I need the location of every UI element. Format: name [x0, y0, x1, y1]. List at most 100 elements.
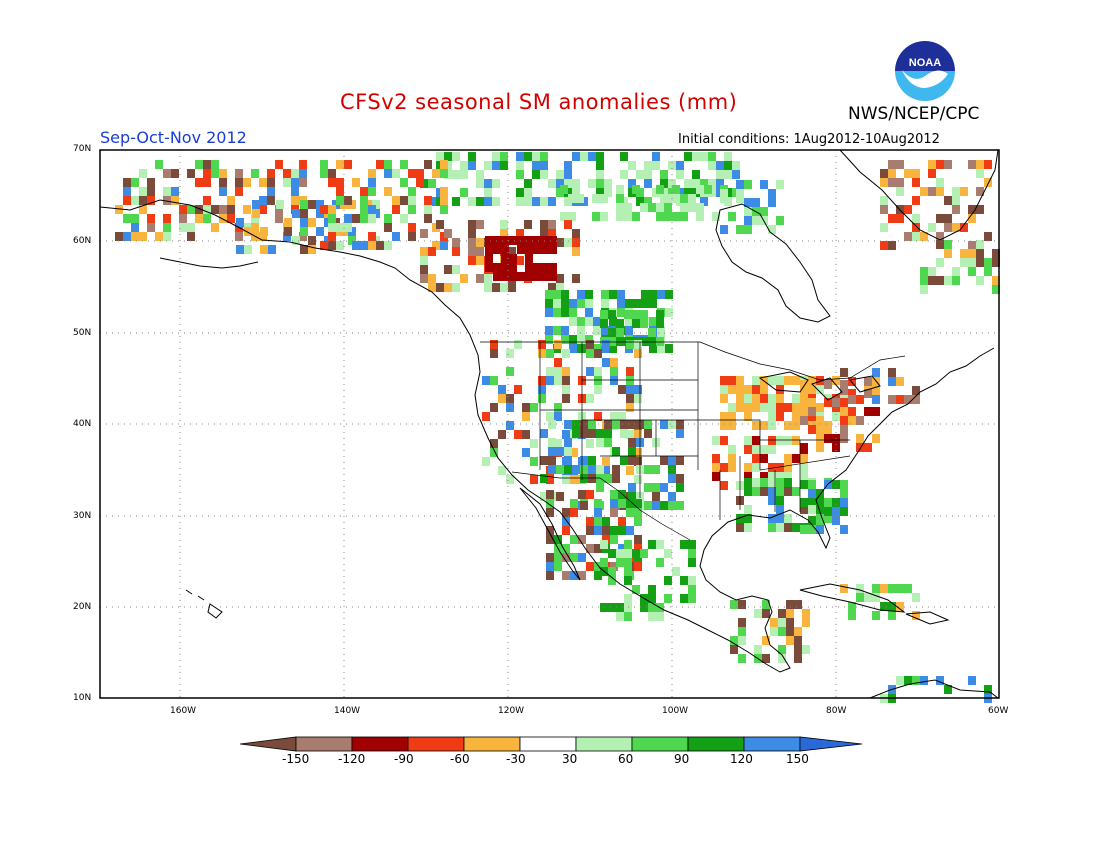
- anomaly-cell: [600, 540, 608, 549]
- anomaly-cell: [533, 236, 541, 245]
- anomaly-cell: [572, 420, 580, 429]
- anomaly-cell: [744, 225, 752, 234]
- anomaly-cell: [768, 478, 776, 487]
- anomaly-cell: [680, 540, 688, 549]
- anomaly-cell: [752, 487, 760, 496]
- anomaly-cell: [548, 283, 556, 292]
- anomaly-cell: [328, 214, 336, 223]
- anomaly-cell: [139, 196, 147, 205]
- anomaly-cell: [632, 185, 640, 194]
- anomaly-cell: [624, 558, 632, 567]
- anomaly-cell: [936, 232, 944, 241]
- anomaly-cell: [768, 514, 776, 523]
- anomaly-cell: [744, 394, 752, 403]
- anomaly-cell: [275, 214, 283, 223]
- anomaly-cell: [601, 326, 609, 335]
- anomaly-cell: [684, 152, 692, 161]
- anomaly-cell: [291, 169, 299, 178]
- anomaly-cell: [608, 549, 616, 558]
- anomaly-cell: [444, 152, 452, 161]
- anomaly-cell: [420, 256, 428, 265]
- anomaly-cell: [672, 212, 680, 221]
- anomaly-cell: [300, 209, 308, 218]
- anomaly-cell: [562, 430, 570, 439]
- anomaly-cell: [644, 465, 652, 474]
- anomaly-cell: [139, 205, 147, 214]
- anomaly-cell: [800, 505, 808, 514]
- anomaly-cell: [720, 376, 728, 385]
- anomaly-cell: [640, 603, 648, 612]
- anomaly-cell: [588, 179, 596, 188]
- anomaly-cell: [400, 196, 408, 205]
- anomaly-cell: [816, 498, 824, 507]
- anomaly-cell: [320, 205, 328, 214]
- anomaly-cell: [570, 475, 578, 484]
- anomaly-cell: [632, 585, 640, 594]
- anomaly-cell: [460, 170, 468, 179]
- anomaly-cell: [808, 525, 816, 534]
- anomaly-cell: [984, 178, 992, 187]
- anomaly-cell: [424, 160, 432, 169]
- anomaly-cell: [476, 256, 484, 265]
- anomaly-cell: [554, 403, 562, 412]
- anomaly-cell: [928, 169, 936, 178]
- anomaly-cell: [344, 214, 352, 223]
- anomaly-cell: [187, 205, 195, 214]
- anomaly-cell: [564, 465, 572, 474]
- anomaly-cell: [562, 544, 570, 553]
- anomaly-cell: [585, 299, 593, 308]
- anomaly-cell: [888, 169, 896, 178]
- anomaly-cell: [920, 267, 928, 276]
- anomaly-cell: [652, 465, 660, 474]
- anomaly-cell: [644, 161, 652, 170]
- anomaly-cell: [554, 412, 562, 421]
- colorbar-swatch: [351, 736, 409, 752]
- anomaly-cell: [640, 319, 648, 328]
- anomaly-cell: [912, 223, 920, 232]
- anomaly-cell: [316, 227, 324, 236]
- anomaly-cell: [944, 685, 952, 694]
- anomaly-cell: [936, 240, 944, 249]
- anomaly-cell: [163, 223, 171, 232]
- anomaly-cell: [556, 447, 564, 456]
- lon-label-120w: 120W: [498, 706, 525, 716]
- anomaly-cell: [936, 258, 944, 267]
- anomaly-cell: [656, 310, 664, 319]
- anomaly-cell: [896, 160, 904, 169]
- political-borders: [480, 341, 906, 541]
- anomaly-cell: [601, 290, 609, 299]
- anomaly-cell: [506, 394, 514, 403]
- anomaly-cell: [626, 466, 634, 475]
- anomaly-cell: [420, 229, 428, 238]
- anomaly-cell: [541, 245, 549, 254]
- anomaly-cell: [600, 558, 608, 567]
- anomaly-cell: [561, 326, 569, 335]
- anomaly-cell: [267, 169, 275, 178]
- anomaly-cell: [960, 258, 968, 267]
- map-frame: [99, 149, 1000, 699]
- anomaly-cell: [856, 443, 864, 452]
- anomaly-cell: [476, 274, 484, 283]
- anomaly-cell: [572, 274, 580, 283]
- anomaly-cell: [548, 220, 556, 229]
- anomaly-cell: [485, 245, 493, 254]
- anomaly-cell: [492, 179, 500, 188]
- anomaly-cell: [155, 232, 163, 241]
- anomaly-cell: [490, 439, 498, 448]
- anomaly-cell: [601, 299, 609, 308]
- anomaly-cell: [728, 403, 736, 412]
- anomaly-cell: [912, 169, 920, 178]
- anomaly-cell: [501, 272, 509, 281]
- anomaly-cell: [577, 299, 585, 308]
- anomaly-cell: [625, 326, 633, 335]
- anomaly-cell: [548, 179, 556, 188]
- anomaly-cell: [546, 562, 554, 571]
- anomaly-cell: [912, 214, 920, 223]
- anomaly-cell: [668, 492, 676, 501]
- lat-label-40n: 40N: [73, 419, 92, 429]
- anomaly-cell: [676, 483, 684, 492]
- lat-label-20n: 20N: [73, 602, 92, 612]
- anomaly-cell: [227, 205, 235, 214]
- anomaly-cell: [500, 220, 508, 229]
